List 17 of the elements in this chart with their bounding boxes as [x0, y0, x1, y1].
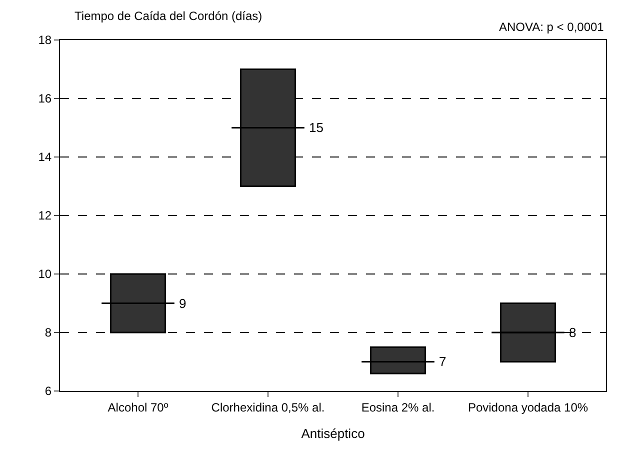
x-tick-label: Clorhexidina 0,5% al.: [211, 400, 325, 414]
y-tick-label: 16: [38, 92, 52, 106]
text: 7: [439, 354, 446, 369]
chart-title: Tiempo de Caída del Cordón (días): [74, 8, 262, 23]
y-tick-label: 14: [38, 150, 52, 164]
x-tick-label: Alcohol 70º: [108, 400, 169, 414]
y-tick-label: 6: [44, 384, 52, 398]
text: 9: [179, 296, 186, 311]
text: 15: [309, 120, 324, 135]
y-tick-label: 12: [38, 208, 52, 223]
x-tick-label: Povidona yodada 10%: [468, 400, 588, 414]
y-tick-label: 18: [38, 33, 52, 48]
y-tick-label: 10: [38, 267, 52, 282]
y-tick-label: 8: [44, 326, 52, 340]
text: ANOVA: p < 0,0001: [499, 20, 604, 34]
x-tick-label: Eosina 2% al.: [361, 400, 435, 414]
x-axis-title: Antiséptico: [301, 426, 365, 441]
